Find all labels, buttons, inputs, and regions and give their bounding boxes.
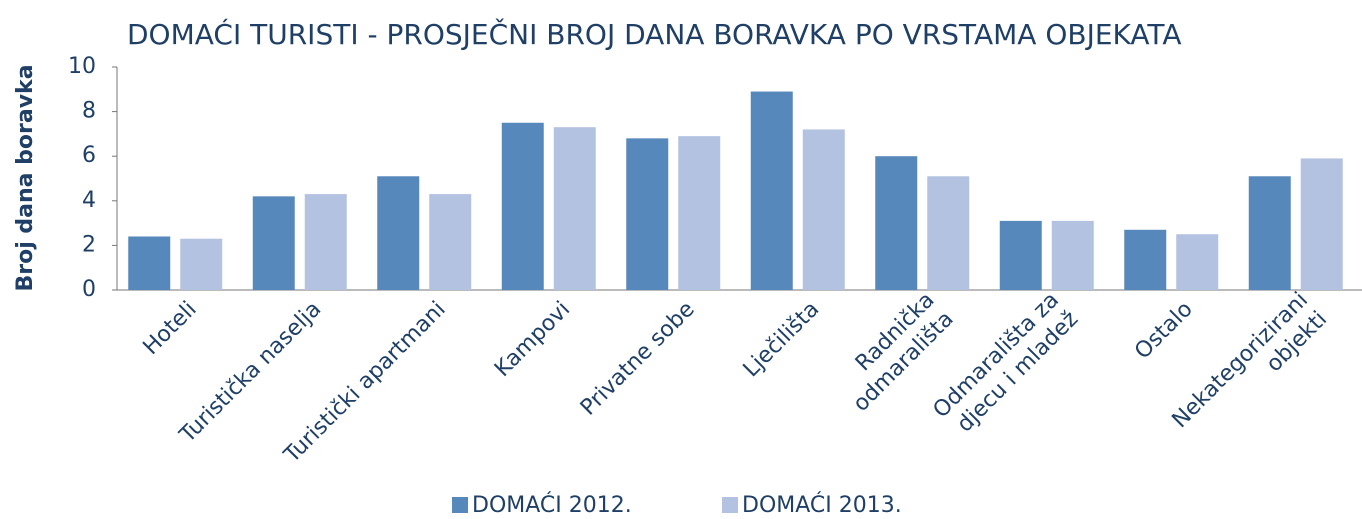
bar bbox=[252, 196, 295, 290]
bar bbox=[875, 156, 918, 290]
bar bbox=[678, 136, 721, 290]
bar bbox=[1248, 176, 1291, 290]
bar bbox=[377, 176, 420, 290]
legend-swatch bbox=[722, 497, 738, 513]
y-tick-label: 4 bbox=[82, 188, 96, 213]
bar bbox=[1176, 234, 1219, 290]
y-tick-label: 0 bbox=[82, 277, 96, 302]
bar bbox=[999, 220, 1042, 290]
chart-title: DOMAĆI TURISTI - PROSJEČNI BROJ DANA BOR… bbox=[127, 17, 1181, 51]
y-axis-label: Broj dana boravka bbox=[13, 64, 38, 291]
x-tick-label: Odmarališta zadjecu i mladež bbox=[929, 288, 1084, 443]
bar bbox=[128, 236, 171, 290]
y-tick-label: 2 bbox=[82, 232, 96, 257]
bar bbox=[750, 91, 793, 290]
bar bbox=[501, 122, 544, 290]
bar bbox=[553, 127, 596, 291]
bar bbox=[1300, 158, 1343, 290]
bar bbox=[1124, 229, 1167, 290]
y-tick-label: 10 bbox=[68, 54, 96, 79]
x-tick-label: Ostalo bbox=[1130, 297, 1198, 365]
legend-swatch bbox=[452, 497, 468, 513]
bar bbox=[626, 138, 669, 290]
x-tick-label: Hoteli bbox=[139, 297, 202, 360]
legend-label: DOMAĆI 2012. bbox=[472, 492, 632, 518]
bar bbox=[927, 176, 970, 290]
x-tick-label: Kampovi bbox=[490, 297, 575, 382]
bar bbox=[304, 194, 347, 290]
bar bbox=[429, 194, 472, 290]
legend-label: DOMAĆI 2013. bbox=[742, 492, 902, 518]
x-tick-label: Lječilišta bbox=[739, 297, 824, 382]
bar bbox=[802, 129, 845, 290]
bar bbox=[1051, 220, 1094, 290]
x-tick-label: Privatne sobe bbox=[576, 297, 700, 421]
bar bbox=[180, 238, 223, 290]
y-tick-label: 8 bbox=[82, 99, 96, 124]
y-tick-label: 6 bbox=[82, 143, 96, 168]
